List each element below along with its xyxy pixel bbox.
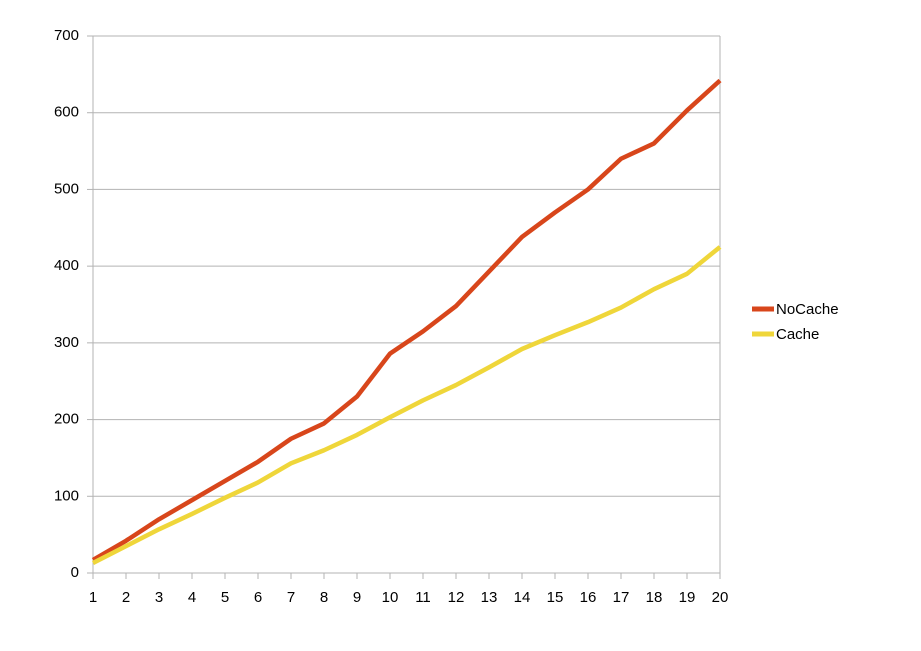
y-tick-label: 600 <box>54 104 79 121</box>
series-line <box>91 245 722 566</box>
x-tick-label: 1 <box>89 589 97 606</box>
y-tick-label: 500 <box>54 180 79 197</box>
x-tick-label: 19 <box>679 589 696 606</box>
x-tick-label: 15 <box>547 589 564 606</box>
x-tick-label: 10 <box>382 589 399 606</box>
x-tick-label: 12 <box>448 589 465 606</box>
x-tick-label: 7 <box>287 589 295 606</box>
legend-label: NoCache <box>776 301 839 318</box>
x-tick-label: 18 <box>646 589 663 606</box>
y-tick-label: 0 <box>71 564 79 581</box>
x-tick-label: 9 <box>353 589 361 606</box>
x-tick-label: 13 <box>481 589 498 606</box>
y-tick-label: 200 <box>54 411 79 428</box>
x-tick-label: 5 <box>221 589 229 606</box>
y-tick-label: 700 <box>54 27 79 44</box>
x-tick-label: 20 <box>712 589 729 606</box>
x-tick-label: 16 <box>580 589 597 606</box>
x-tick-label: 6 <box>254 589 262 606</box>
legend-label: Cache <box>776 326 819 343</box>
x-tick-label: 14 <box>514 589 531 606</box>
x-tick-label: 3 <box>155 589 163 606</box>
y-tick-label: 400 <box>54 257 79 274</box>
x-tick-label: 17 <box>613 589 630 606</box>
series-line <box>91 78 722 562</box>
x-tick-label: 2 <box>122 589 130 606</box>
y-tick-label: 100 <box>54 487 79 504</box>
x-tick-label: 8 <box>320 589 328 606</box>
x-tick-label: 4 <box>188 589 196 606</box>
x-tick-label: 11 <box>415 589 431 606</box>
y-tick-label: 300 <box>54 334 79 351</box>
